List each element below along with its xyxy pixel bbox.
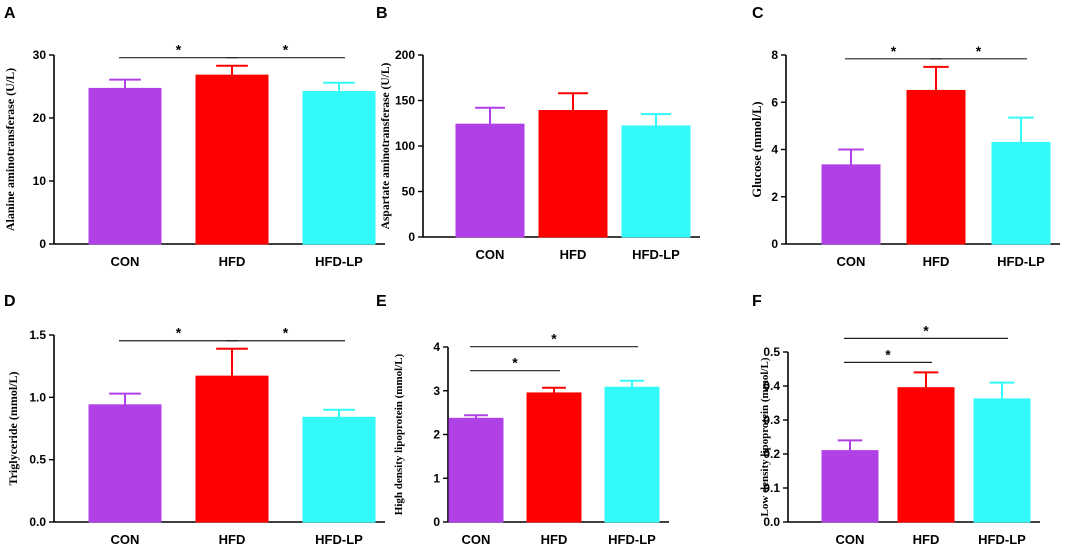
category-label: CON: [837, 254, 866, 269]
bar-hfd: [195, 375, 269, 523]
bar-hfd: [906, 89, 966, 245]
bar-con: [821, 450, 879, 523]
category-label: HFD-LP: [997, 254, 1045, 269]
y-tick-label: 0.0: [763, 515, 780, 529]
y-tick-label: 0.2: [763, 447, 780, 461]
bar-con: [455, 123, 525, 238]
y-tick-label: 30: [33, 48, 47, 62]
y-axis-label: Triglyceride (mmol/L): [6, 371, 20, 485]
bar-hfd-lp: [302, 91, 376, 245]
category-label: HFD-LP: [978, 532, 1026, 547]
y-tick-label: 0.5: [763, 345, 780, 359]
bar-con: [88, 404, 162, 523]
category-label: HFD-LP: [608, 532, 656, 547]
chart-panel-b: B Aspartate aminotransferase (U/L) 0 50 100 1…: [376, 5, 700, 262]
bar-con: [88, 87, 162, 245]
category-label: HFD: [219, 254, 246, 269]
y-tick-label: 3: [433, 384, 440, 398]
category-label: CON: [836, 532, 865, 547]
significance-star: *: [976, 43, 982, 59]
y-tick-label: 20: [33, 111, 47, 125]
bar-hfd: [897, 387, 955, 523]
bar-hfd-lp: [604, 386, 660, 523]
category-label: HFD: [913, 532, 940, 547]
category-label: HFD: [923, 254, 950, 269]
panel-letter: B: [376, 5, 388, 22]
bar-hfd: [538, 110, 608, 238]
bar-hfd-lp: [302, 416, 376, 523]
y-tick-label: 1.0: [29, 390, 46, 404]
significance-star: *: [885, 346, 891, 362]
panel-letter: F: [752, 293, 762, 310]
y-tick-label: 1.5: [29, 328, 46, 342]
category-label: HFD: [541, 532, 568, 547]
y-tick-label: 0.4: [763, 379, 780, 393]
significance-star: *: [891, 43, 897, 59]
bar-hfd: [526, 392, 582, 523]
bar-con: [821, 164, 881, 245]
category-label: HFD: [560, 247, 587, 262]
y-tick-label: 200: [395, 48, 415, 62]
panel-letter: C: [752, 5, 764, 22]
y-axis-label: Aspartate aminotransferase (U/L): [380, 62, 392, 229]
y-axis-label: Alanine aminotransferase (U/L): [3, 68, 17, 231]
significance-star: *: [283, 325, 289, 341]
y-tick-label: 100: [395, 139, 415, 153]
y-tick-label: 150: [395, 94, 415, 108]
category-label: HFD: [219, 532, 246, 547]
y-tick-label: 4: [433, 340, 440, 354]
y-axis-label: High density lipoprotein (mmol/L): [393, 353, 405, 515]
y-tick-label: 8: [771, 48, 778, 62]
y-tick-label: 2: [771, 190, 778, 204]
panel-letter: D: [4, 293, 16, 310]
y-tick-label: 0.5: [29, 453, 46, 467]
category-label: CON: [111, 254, 140, 269]
y-tick-label: 0: [408, 230, 415, 244]
panel-letter: A: [4, 5, 16, 22]
category-label: CON: [476, 247, 505, 262]
significance-star: *: [551, 331, 557, 347]
chart-panel-f: F Low density lipoprotein (mmol/L)0.0 0.1 0…: [752, 293, 1040, 547]
y-tick-label: 50: [402, 185, 416, 199]
chart-panel-d: D Triglyceride (mmol/L) 0.0 0.5 1.0 1.5 CON HFD…: [4, 293, 385, 547]
bar-hfd-lp: [991, 141, 1051, 245]
y-tick-label: 0.1: [763, 481, 780, 495]
significance-star: *: [283, 42, 289, 58]
panel-letter: E: [376, 293, 387, 310]
y-tick-label: 6: [771, 95, 778, 109]
bar-hfd: [195, 74, 269, 245]
category-label: HFD-LP: [315, 532, 363, 547]
bar-hfd-lp: [621, 125, 691, 238]
y-tick-label: 0: [433, 515, 440, 529]
y-tick-label: 0: [39, 237, 46, 251]
significance-star: *: [176, 42, 182, 58]
y-tick-label: 0.3: [763, 413, 780, 427]
category-label: HFD-LP: [632, 247, 680, 262]
significance-star: *: [512, 355, 518, 371]
chart-panel-c: C Glucose (mmol/L) 0 2 4 6 8 CON HFD HFD-LP * *: [750, 5, 1060, 269]
y-tick-label: 10: [33, 174, 47, 188]
category-label: CON: [111, 532, 140, 547]
bar-con: [448, 417, 504, 523]
y-tick-label: 4: [771, 143, 778, 157]
y-axis-label: Glucose (mmol/L): [750, 101, 764, 197]
category-label: HFD-LP: [315, 254, 363, 269]
significance-star: *: [923, 322, 929, 338]
chart-panel-e: E High density lipoprotein (mmol/L) 0 1 2 3 4 C…: [376, 293, 669, 547]
y-tick-label: 0.0: [29, 515, 46, 529]
y-tick-label: 1: [433, 471, 440, 485]
significance-star: *: [176, 325, 182, 341]
y-tick-label: 0: [771, 237, 778, 251]
y-axis-label: Low density lipoprotein (mmol/L): [759, 357, 771, 516]
bar-hfd-lp: [973, 398, 1031, 523]
chart-panel-a: A Alanine aminotransferase (U/L) 0 10 20 30 CO…: [3, 5, 385, 269]
y-tick-label: 2: [433, 428, 440, 442]
category-label: CON: [462, 532, 491, 547]
